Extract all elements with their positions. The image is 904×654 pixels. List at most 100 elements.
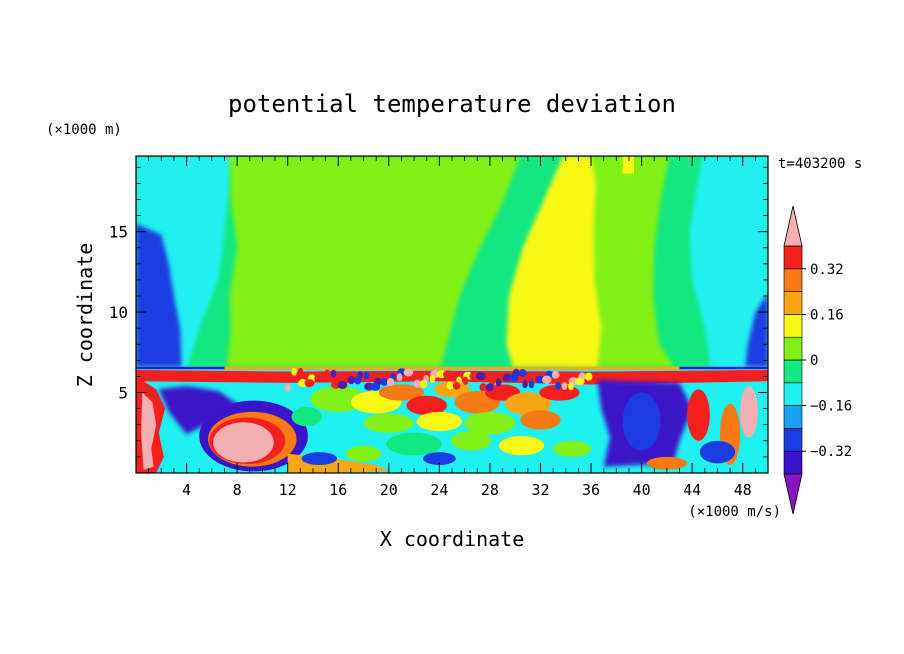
turbulence-blob-17 (553, 440, 592, 457)
y-tick-label-0: 5 (118, 384, 128, 403)
colorbar-band-1 (783, 428, 803, 452)
x-tick-label-1: 8 (233, 481, 242, 499)
speckle-46 (485, 383, 494, 392)
colorbar-band-3 (783, 382, 803, 406)
turbulence-blob-10 (416, 411, 463, 432)
speckle-33 (528, 380, 535, 389)
colorbar-label-2: 0 (810, 353, 818, 369)
right-pink-eddy (740, 386, 758, 438)
right-cyan-region (689, 156, 768, 369)
colorbar-band-4 (783, 359, 803, 384)
colorbar-band-7 (783, 291, 803, 315)
speckle-59 (443, 370, 453, 379)
turbulence-blob-9 (363, 413, 415, 433)
x-tick-label-10: 44 (683, 481, 701, 499)
speckle-24 (324, 369, 330, 378)
colorbar-band-5 (783, 336, 803, 361)
inversion-orange-line (224, 366, 680, 370)
x-tick-label-3: 16 (329, 481, 347, 499)
speckle-55 (386, 378, 395, 387)
turbulence-blob-13 (386, 432, 442, 456)
colorbar-label-0: 0.32 (810, 262, 844, 278)
turbulence-blob-2 (378, 384, 425, 401)
left-purple-cell (158, 386, 238, 435)
speckle-36 (495, 378, 502, 387)
turbulence-blob-15 (498, 435, 545, 456)
speckle-38 (370, 382, 381, 391)
y-axis-label: Z coordinate (73, 243, 97, 388)
speckle-43 (518, 369, 527, 378)
speckle-30 (561, 382, 568, 391)
colorbar-over-triangle (783, 205, 803, 247)
x-axis-label: X coordinate (380, 527, 525, 551)
left-blue-patch (136, 223, 182, 367)
speckle-6 (522, 380, 528, 389)
x-tick-label-7: 32 (531, 481, 549, 499)
speckle-40 (551, 370, 560, 379)
colorbar-under-triangle (783, 473, 803, 515)
right-inversion-purple (679, 366, 768, 370)
colorbar-band-8 (783, 268, 803, 292)
speckle-0 (284, 383, 291, 392)
chart-title: potential temperature deviation (228, 90, 676, 118)
speckle-41 (337, 380, 348, 390)
colorbar-label-3: −0.16 (810, 399, 852, 415)
x-tick-label-5: 24 (430, 481, 448, 499)
speckle-35 (403, 368, 414, 377)
speckle-58 (353, 376, 362, 385)
colorbar-band-0 (783, 450, 803, 475)
colorbar-label-1: 0.16 (810, 307, 844, 323)
speckle-31 (347, 376, 356, 385)
turbulence-blob-16 (345, 445, 382, 462)
speckle-27 (291, 367, 297, 376)
speckle-47 (574, 377, 585, 386)
x-axis: 4 8 12 16 20 24 28 32 36 40 44 48 (148, 156, 756, 499)
speckle-54 (297, 367, 304, 376)
yellow-plume-top (622, 156, 635, 174)
turbulence-blob-12 (520, 410, 561, 430)
bottom-blue-blob (301, 452, 337, 465)
speckle-34 (314, 374, 323, 383)
speckle-28 (380, 377, 389, 386)
speckle-52 (419, 379, 428, 388)
x-tick-label-11: 48 (734, 481, 752, 499)
speckle-56 (476, 372, 486, 381)
eddy-pink-core (213, 422, 274, 463)
right-blue-eddy (622, 392, 661, 451)
center-left-green (227, 156, 521, 367)
y-tick-label-1: 10 (109, 303, 128, 322)
right-red-eddy-a (687, 389, 710, 441)
turbulence-blob-11 (464, 411, 516, 435)
speckle-57 (568, 382, 574, 391)
yellow-plume (506, 156, 602, 367)
speckle-51 (330, 369, 337, 378)
speckle-37 (584, 372, 593, 381)
left-pink-core (141, 392, 157, 470)
turbulence-blob-19 (291, 407, 322, 427)
speckle-3 (555, 381, 561, 390)
speckle-49 (452, 381, 461, 390)
x-tick-label-8: 36 (582, 481, 600, 499)
speckle-22 (446, 381, 455, 390)
x-unit-label: (×1000 m/s) (688, 504, 781, 520)
green-speck (628, 286, 642, 300)
speckle-45 (396, 373, 403, 382)
speckle-19 (479, 383, 488, 392)
speckle-53 (509, 373, 519, 382)
x-tick-label-0: 4 (182, 481, 191, 499)
turbulence-blob-14 (450, 431, 492, 451)
time-label: t=403200 s (778, 156, 862, 172)
turbulence-blob-4 (434, 381, 470, 398)
turbulence-blob-3 (406, 395, 447, 416)
colorbar-band-9 (783, 245, 803, 270)
y-tick-label-2: 15 (109, 223, 128, 242)
speckle-25 (413, 379, 422, 388)
right-blue-eddy-b (699, 440, 736, 464)
right-bottom-orange (646, 456, 688, 470)
speckle-50 (541, 375, 552, 384)
x-tick-label-9: 40 (633, 481, 651, 499)
turbulence-blob-7 (505, 392, 551, 416)
left-inversion-purple (136, 366, 225, 370)
speckle-44 (304, 379, 315, 388)
